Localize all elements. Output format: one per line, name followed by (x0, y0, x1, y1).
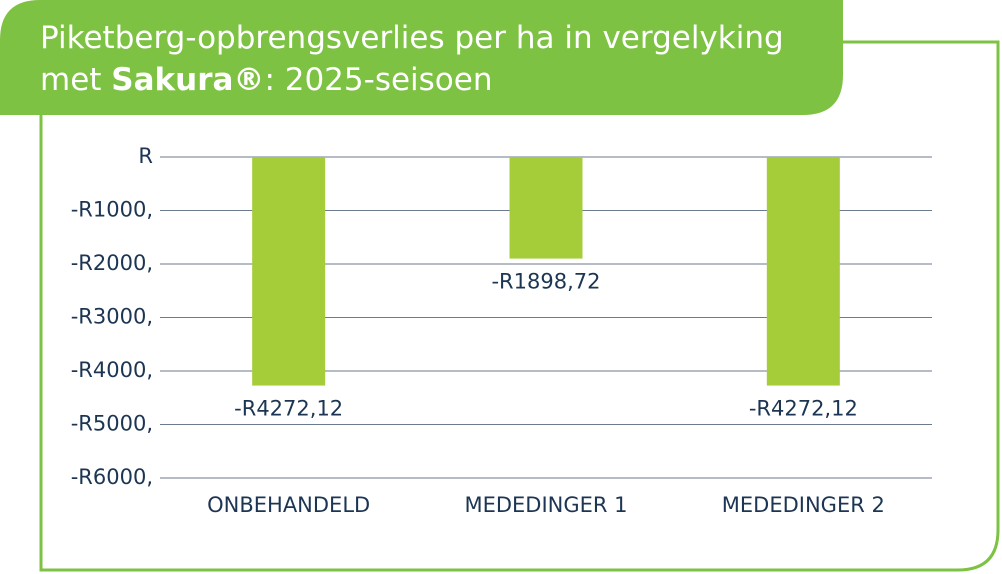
bar (766, 157, 840, 386)
x-tick-label: MEDEDINGER 2 (722, 493, 885, 517)
chart-title-part: Sakura® (111, 62, 264, 98)
title-box (0, 0, 843, 115)
bar (252, 157, 326, 386)
chart-title: Piketberg-opbrengsverlies per ha in verg… (40, 20, 784, 56)
y-tick-label: R (138, 144, 153, 168)
value-label: -R1898,72 (491, 270, 600, 294)
bar (509, 157, 583, 259)
x-tick-label: ONBEHANDELD (207, 493, 370, 517)
y-tick-label: -R6000, (71, 465, 153, 489)
y-tick-label: -R5000, (71, 412, 153, 436)
value-label: -R4272,12 (234, 397, 343, 421)
y-tick-label: -R1000, (71, 198, 153, 222)
y-tick-label: -R3000, (71, 305, 153, 329)
x-tick-label: MEDEDINGER 1 (464, 493, 627, 517)
chart-title: met Sakura®: 2025-seisoen (40, 62, 493, 98)
frame (39, 40, 1000, 572)
y-tick-label: -R4000, (71, 358, 153, 382)
chart-title-part: : 2025-seisoen (264, 62, 492, 98)
chart-title-part: met (40, 62, 101, 98)
y-tick-label: -R2000, (71, 251, 153, 275)
value-label: -R4272,12 (749, 397, 858, 421)
